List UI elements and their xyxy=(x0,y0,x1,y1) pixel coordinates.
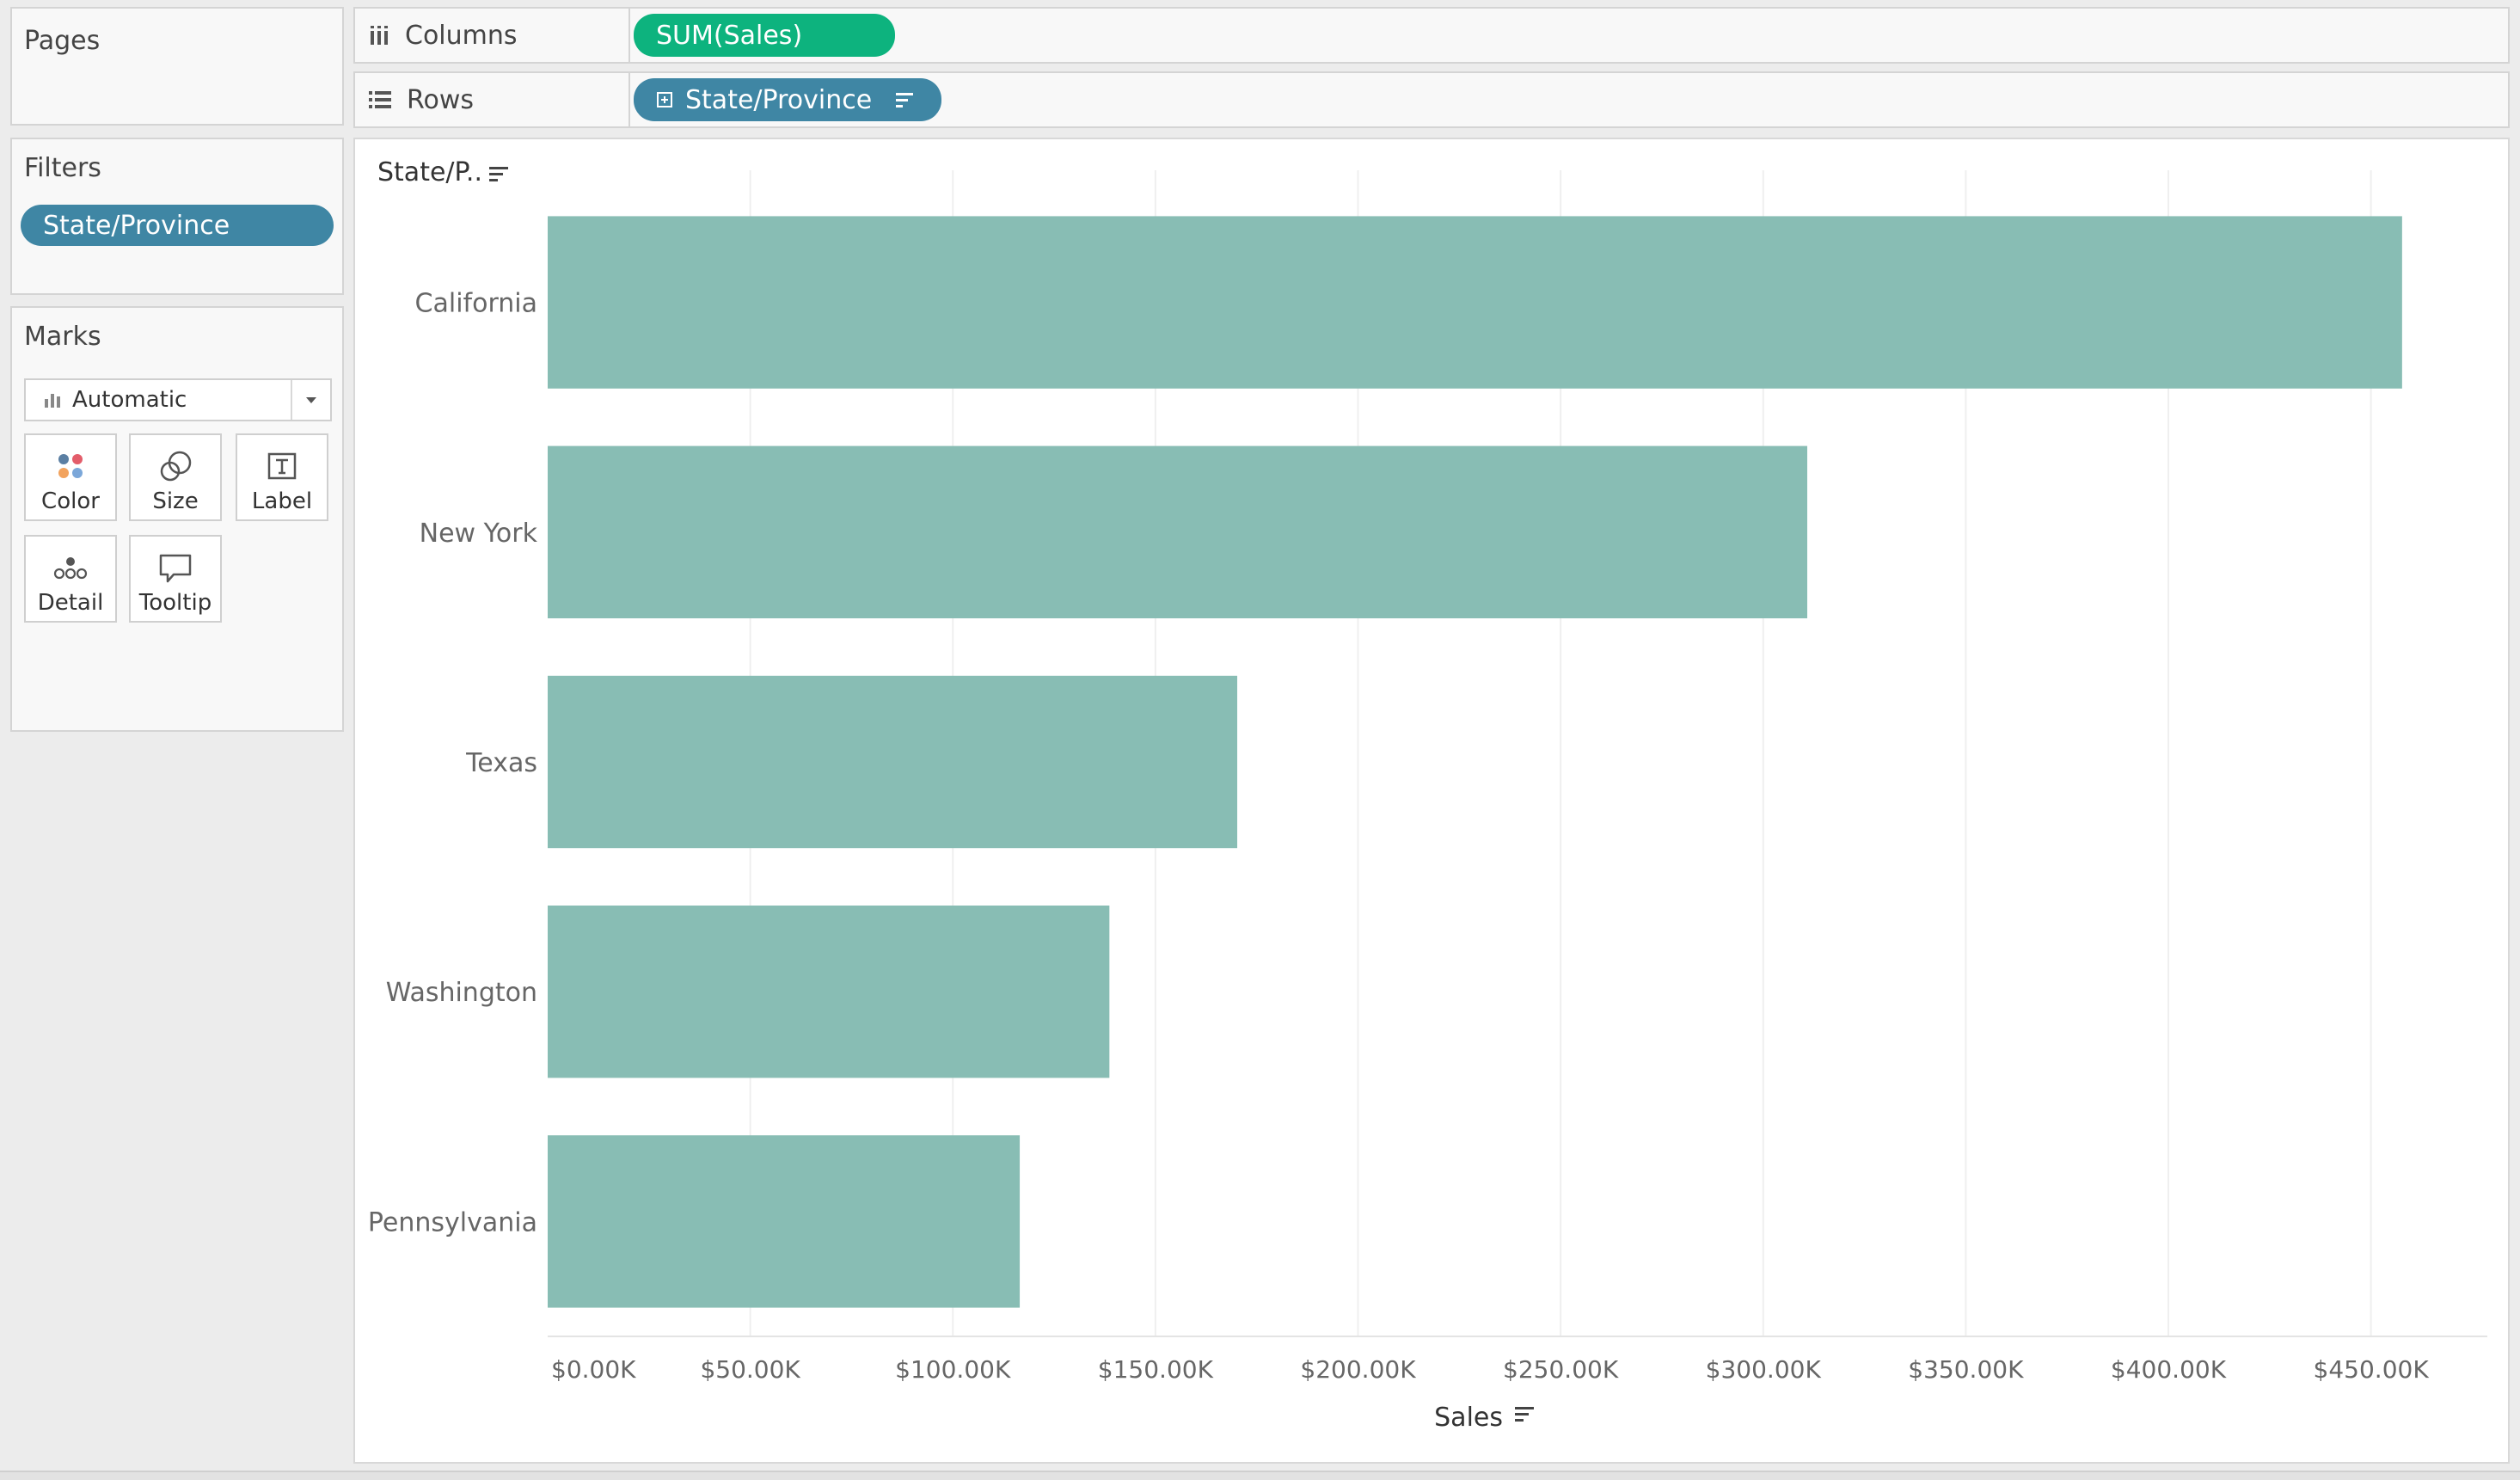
rows-pill-label: State/Province xyxy=(685,84,873,115)
sheet-tab-bar[interactable] xyxy=(0,1471,2520,1480)
filter-pill-state-province[interactable]: State/Province xyxy=(21,205,334,246)
pages-title: Pages xyxy=(24,26,101,56)
columns-pill-label: SUM(Sales) xyxy=(656,20,803,51)
sales-bar-chart[interactable]: California New York Texas Washington Pennsyl… xyxy=(355,139,2508,1462)
columns-icon xyxy=(369,25,389,46)
size-button-label: Size xyxy=(152,488,199,514)
row-header[interactable]: State/P.. xyxy=(377,157,482,187)
pages-card[interactable]: Pages xyxy=(10,7,344,126)
expand-icon[interactable] xyxy=(656,91,673,108)
columns-shelf-label: Columns xyxy=(355,9,630,62)
row-label: New York xyxy=(420,519,538,549)
x-tick-label: $50.00K xyxy=(700,1355,800,1384)
x-tick-label: $200.00K xyxy=(1300,1355,1416,1384)
x-tick-label: $150.00K xyxy=(1098,1355,1214,1384)
filters-title: Filters xyxy=(24,153,101,183)
marks-card[interactable]: Marks Automatic Color Size xyxy=(10,306,344,732)
text-label-icon xyxy=(265,447,299,485)
sort-icon[interactable] xyxy=(1515,1419,1524,1422)
columns-pill-sum-sales[interactable]: SUM(Sales) xyxy=(634,14,895,57)
x-tick-label: $0.00K xyxy=(551,1355,636,1384)
filters-card[interactable]: Filters State/Province xyxy=(10,138,344,295)
x-tick-label: $300.00K xyxy=(1706,1355,1822,1384)
tooltip-button-label: Tooltip xyxy=(138,590,212,616)
row-sort-icon[interactable] xyxy=(489,167,509,169)
filter-pill-label: State/Province xyxy=(43,210,230,241)
rows-pill-state-province[interactable]: State/Province xyxy=(634,78,941,121)
rows-shelf-label: Rows xyxy=(355,73,630,126)
size-icon xyxy=(156,447,194,485)
x-axis-title: Sales xyxy=(1434,1403,1503,1433)
bar-washington[interactable] xyxy=(548,906,1110,1078)
rows-icon xyxy=(369,90,391,109)
detail-button[interactable]: Detail xyxy=(24,535,117,623)
x-tick-label: $250.00K xyxy=(1503,1355,1619,1384)
row-sort-icon[interactable] xyxy=(489,173,504,175)
size-button[interactable]: Size xyxy=(129,433,222,521)
bar-california[interactable] xyxy=(548,216,2402,389)
bar-pennsylvania[interactable] xyxy=(548,1135,1021,1308)
bar-texas[interactable] xyxy=(548,675,1238,849)
detail-button-label: Detail xyxy=(37,590,104,616)
row-label: Texas xyxy=(465,748,537,778)
row-label: Washington xyxy=(386,978,537,1008)
chevron-down-icon[interactable] xyxy=(291,380,330,420)
bar-new-york[interactable] xyxy=(548,445,1808,618)
sort-descending-icon[interactable] xyxy=(896,91,915,108)
x-tick-label: $450.00K xyxy=(2314,1355,2430,1384)
x-tick-label: $350.00K xyxy=(1908,1355,2024,1384)
color-button[interactable]: Color xyxy=(24,433,117,521)
mark-type-dropdown[interactable]: Automatic xyxy=(24,378,332,421)
columns-label-text: Columns xyxy=(405,20,518,51)
mark-type-value: Automatic xyxy=(72,387,187,413)
sort-icon[interactable] xyxy=(1515,1407,1534,1409)
detail-icon xyxy=(52,549,89,586)
color-icon xyxy=(53,447,88,485)
columns-shelf[interactable]: Columns SUM(Sales) xyxy=(353,7,2510,64)
row-label: Pennsylvania xyxy=(368,1207,537,1237)
rows-label-text: Rows xyxy=(407,84,475,115)
label-button-label: Label xyxy=(251,488,313,514)
row-label: California xyxy=(415,289,537,319)
color-button-label: Color xyxy=(41,488,100,514)
chart-area[interactable]: California New York Texas Washington Pennsyl… xyxy=(353,138,2510,1464)
bar-chart-icon xyxy=(45,392,60,408)
label-button[interactable]: Label xyxy=(236,433,328,521)
tooltip-icon xyxy=(156,549,194,586)
marks-title: Marks xyxy=(24,322,101,352)
x-tick-label: $100.00K xyxy=(895,1355,1011,1384)
row-sort-icon[interactable] xyxy=(489,179,499,181)
x-tick-label: $400.00K xyxy=(2111,1355,2227,1384)
sort-icon[interactable] xyxy=(1515,1413,1529,1416)
tooltip-button[interactable]: Tooltip xyxy=(129,535,222,623)
rows-shelf[interactable]: Rows State/Province xyxy=(353,71,2510,128)
